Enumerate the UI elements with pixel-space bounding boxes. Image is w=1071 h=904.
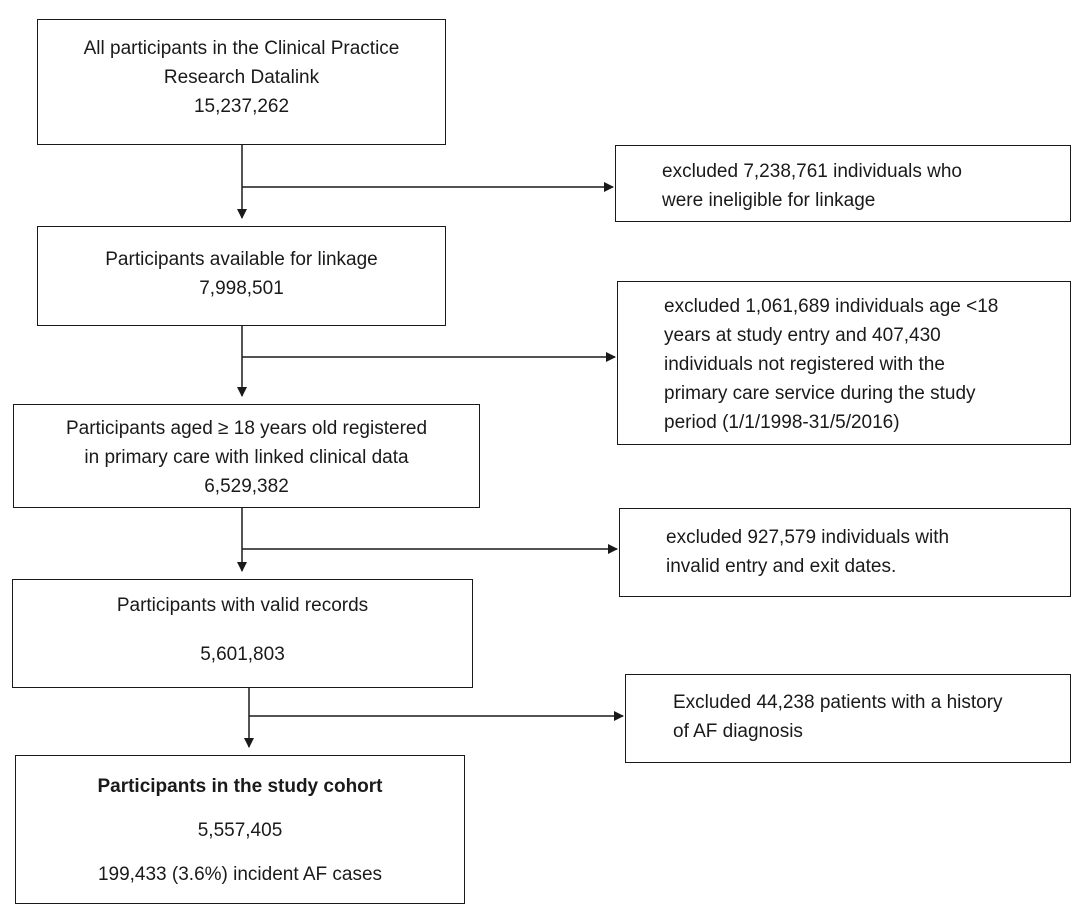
aged-18-count: 6,529,382 [204,476,289,497]
valid-records-count: 5,601,803 [200,644,285,665]
excluded-age-line-2: years at study entry and 407,430 [664,325,941,346]
aged-18-box: Participants aged ≥ 18 years old registe… [13,404,480,508]
excluded-age-line-1: excluded 1,061,689 individuals age <18 [664,296,999,317]
study-cohort-cases: 199,433 (3.6%) incident AF cases [97,864,383,885]
excluded-age-line-3: individuals not registered with the [664,354,945,375]
aged-18-line-2: in primary care with linked clinical dat… [84,447,409,468]
excluded-af-line-2: of AF diagnosis [673,721,803,742]
excluded-invalid-box: excluded 927,579 individuals with invali… [619,508,1071,597]
aged-18-line-1: Participants aged ≥ 18 years old registe… [65,418,428,439]
valid-records-title: Participants with valid records [116,595,369,616]
study-cohort-box: Participants in the study cohort 5,557,4… [15,755,465,904]
excluded-af-box: Excluded 44,238 patients with a history … [625,674,1071,763]
excluded-age-line-5: period (1/1/1998-31/5/2016) [664,412,900,433]
excluded-invalid-line-2: invalid entry and exit dates. [666,556,897,577]
available-linkage-count: 7,998,501 [199,278,284,299]
all-participants-line-1: All participants in the Clinical Practic… [83,38,400,59]
excluded-age-line-4: primary care service during the study [664,383,976,404]
study-cohort-count: 5,557,405 [197,820,283,841]
excluded-af-line-1: Excluded 44,238 patients with a history [673,692,1003,713]
available-linkage-box: Participants available for linkage 7,998… [37,226,446,326]
all-participants-line-2: Research Datalink [163,67,320,88]
valid-records-box: Participants with valid records 5,601,80… [12,579,473,688]
study-cohort-title: Participants in the study cohort [97,776,383,797]
excluded-age-box: excluded 1,061,689 individuals age <18 y… [617,281,1071,445]
excluded-invalid-line-1: excluded 927,579 individuals with [666,527,950,548]
all-participants-box: All participants in the Clinical Practic… [37,19,446,145]
available-linkage-title: Participants available for linkage [105,249,378,270]
excluded-linkage-box: excluded 7,238,761 individuals who were … [615,145,1071,222]
excluded-linkage-line-1: excluded 7,238,761 individuals who [662,161,962,182]
excluded-linkage-line-2: were ineligible for linkage [662,190,876,211]
all-participants-count: 15,237,262 [193,96,290,117]
